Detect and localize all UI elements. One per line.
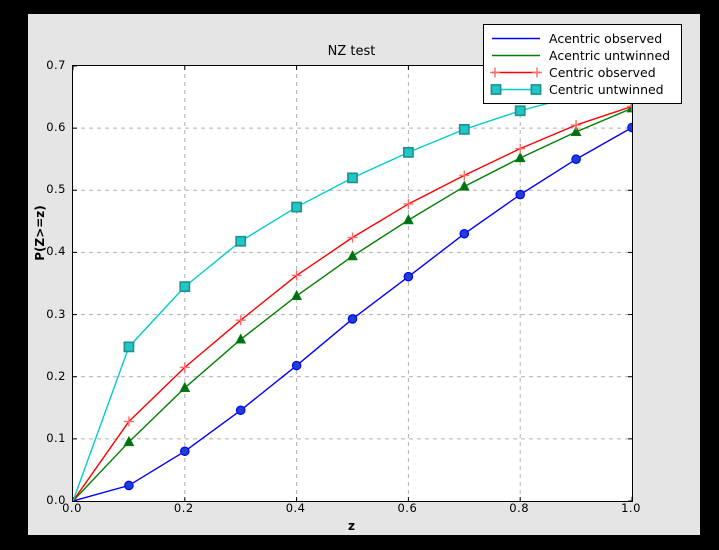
data-point-marker [459,228,470,239]
data-point-marker [530,84,542,95]
y-tick-label: 0.3 [46,306,66,321]
data-point-marker [123,435,135,447]
legend-swatch-square-icon [490,82,542,97]
legend-swatch-plus-icon [490,65,542,80]
data-point-marker [402,214,414,225]
data-point-marker [235,333,247,344]
legend-swatch-circle-icon [490,31,542,46]
x-tick-label: 0.6 [397,501,418,515]
data-point-marker [347,314,358,324]
data-point-marker [291,360,302,371]
data-point-marker [291,289,303,301]
data-point-marker [179,381,191,392]
grid-lines [73,66,632,501]
legend-entry: Centric untwinned [490,81,675,98]
y-tick-label: 0.7 [46,58,66,72]
legend-swatch-triangle-icon [490,48,542,63]
series-3 [73,77,632,501]
series-line [73,105,632,501]
x-tick-label: 0.8 [509,501,530,515]
plot-area [72,65,633,502]
data-point-marker [180,446,190,457]
x-axis-label: z [348,519,355,533]
series-2 [73,101,632,501]
y-tick-label: 0.2 [46,368,66,383]
data-point-marker [570,125,582,136]
x-tick-label: 0.4 [285,501,306,515]
data-point-marker [235,405,246,416]
matplotlib-figure: NZ test P(Z>=z) z 0.0 0.1 0.2 0.3 0.4 0.5 0.6 0… [28,14,700,535]
data-point-marker [514,105,526,117]
series-line [73,107,632,501]
data-point-marker [235,235,247,247]
data-point-marker [458,180,470,191]
data-point-marker [123,341,135,353]
data-point-marker [402,146,414,158]
data-point-marker [458,123,470,135]
y-tick-label: 0.4 [46,244,66,259]
data-point-marker [403,271,414,282]
data-point-marker [514,151,526,163]
data-point-marker [627,122,632,133]
legend-label: Centric untwinned [549,82,664,97]
series-1 [73,102,632,501]
data-point-marker [124,480,134,491]
data-point-marker [179,281,191,293]
x-axis-tick-labels: 0.0 0.2 0.4 0.6 0.8 1.0 [62,501,640,523]
legend-entry: Centric observed [490,64,675,81]
tick-marks [73,66,632,501]
legend-label: Acentric observed [549,31,663,46]
x-tick-label: 0.2 [173,501,194,515]
legend-entry: Acentric observed [490,30,675,47]
data-point-marker [347,250,358,261]
y-tick-label: 0.0 [46,493,66,507]
data-point-marker [291,201,302,213]
x-tick-label: 0.0 [62,501,82,515]
data-point-marker [347,172,358,184]
data-point-marker [515,189,525,200]
y-tick-label: 0.5 [46,182,66,197]
data-point-marker [490,84,502,95]
chart-legend: Acentric observed Acentric untwinned Centr… [483,24,682,104]
chart-title: NZ test [327,44,376,59]
y-axis-tick-labels: 0.0 0.1 0.2 0.3 0.4 0.5 0.6 0.7 [28,58,66,507]
x-tick-label: 1.0 [621,501,641,515]
legend-entry: Acentric untwinned [490,47,675,64]
y-tick-label: 0.1 [46,430,66,445]
data-point-marker [571,154,581,165]
y-tick-label: 0.6 [46,120,66,135]
legend-label: Acentric untwinned [549,48,671,63]
plot-canvas [73,66,632,501]
legend-label: Centric observed [549,65,656,80]
